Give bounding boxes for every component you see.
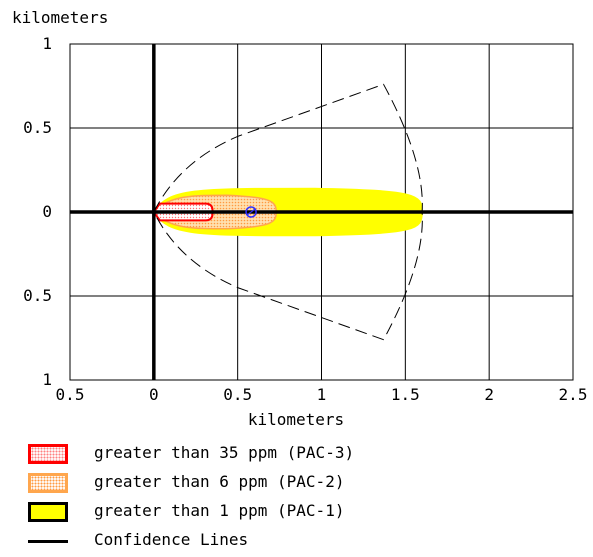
x-axis-label: kilometers <box>248 410 344 429</box>
x-tick-label: 0 <box>149 385 159 404</box>
x-tick-label: 2 <box>484 385 494 404</box>
x-tick-label: 0.5 <box>223 385 252 404</box>
y-tick-label: 0.5 <box>23 118 52 137</box>
legend-label-pac2: greater than 6 ppm (PAC-2) <box>94 472 345 491</box>
x-tick-label: 1 <box>317 385 327 404</box>
y-tick-label: 1 <box>42 370 52 389</box>
pac3-swatch <box>28 444 68 464</box>
confidence-line-swatch <box>28 540 68 543</box>
x-tick-label: 1.5 <box>391 385 420 404</box>
legend-label-confidence: Confidence Lines <box>94 530 249 549</box>
x-tick-label: 0.5 <box>56 385 85 404</box>
legend-label-pac3: greater than 35 ppm (PAC-3) <box>94 443 355 462</box>
plot-svg: kilometers kilometers 0.5 0 0.5 1 1.5 2 2.510.… <box>12 8 587 429</box>
source-marker-slash <box>246 208 256 216</box>
x-tick-label: 2.5 <box>559 385 588 404</box>
pac2-swatch <box>28 473 68 493</box>
legend-label-pac1: greater than 1 ppm (PAC-1) <box>94 501 345 520</box>
y-tick-label: 1 <box>42 34 52 53</box>
source-marker <box>245 206 257 218</box>
tick-labels: 0.5 0 0.5 1 1.5 2 2.510.500.51 <box>23 34 587 404</box>
y-tick-label: 0 <box>42 202 52 221</box>
confidence-lines <box>153 83 423 341</box>
y-axis-label: kilometers <box>12 8 108 27</box>
confidence-line <box>153 83 423 341</box>
y-tick-label: 0.5 <box>23 286 52 305</box>
source-marker-circle <box>245 206 257 218</box>
pac1-swatch <box>28 502 68 522</box>
